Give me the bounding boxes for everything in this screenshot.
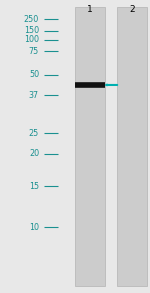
Text: 50: 50 bbox=[29, 70, 39, 79]
Text: 1: 1 bbox=[87, 5, 93, 14]
Text: 37: 37 bbox=[29, 91, 39, 100]
Bar bbox=[75, 82, 105, 88]
Text: 20: 20 bbox=[29, 149, 39, 158]
Bar bbox=[75, 7, 105, 286]
Text: 25: 25 bbox=[29, 129, 39, 138]
Text: 2: 2 bbox=[129, 5, 135, 14]
Bar bbox=[117, 7, 147, 286]
Bar bbox=[75, 83, 105, 87]
Text: 100: 100 bbox=[24, 35, 39, 44]
Text: 10: 10 bbox=[29, 223, 39, 231]
Text: 150: 150 bbox=[24, 26, 39, 35]
Text: 250: 250 bbox=[24, 15, 39, 23]
Text: 15: 15 bbox=[29, 182, 39, 190]
Text: 75: 75 bbox=[29, 47, 39, 56]
